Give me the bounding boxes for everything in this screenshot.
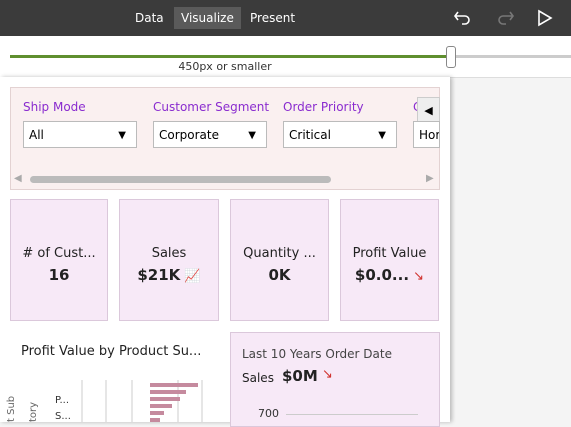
toolbar [0, 0, 571, 36]
tab[interactable]: Data [135, 11, 164, 25]
scroll-left[interactable]: ◀ [14, 173, 22, 184]
slider-label: 450px or smaller [178, 60, 272, 73]
kpi-tile: # of Cust... 16 [10, 199, 108, 321]
filter-dropdown[interactable]: Critical ▼ [283, 121, 397, 148]
trend-tile [230, 332, 440, 427]
kpi-title: # of Cust... [22, 246, 96, 261]
kpi-value: 16 [11, 266, 107, 284]
trend-measure: Sales [242, 371, 274, 385]
kpi-trend-icon: ↘ [409, 269, 425, 284]
kpi-value: $0.0... ↘ [341, 266, 438, 284]
tab[interactable]: Visualize [174, 7, 241, 29]
scroll-thumb[interactable] [30, 176, 331, 183]
present-play[interactable] [538, 9, 553, 27]
filter-dropdown[interactable]: Corporate ▼ [153, 121, 267, 148]
category-label: P... [55, 395, 70, 406]
scroll-right[interactable]: ▶ [426, 173, 434, 184]
trend-down-icon: ↘ [322, 367, 333, 382]
filter-label: Ship Mode [23, 100, 86, 114]
redo [498, 11, 514, 25]
filter-label: Order Priority [283, 100, 364, 114]
kpi-value-text: 16 [48, 266, 70, 284]
slider-handle[interactable] [446, 46, 456, 68]
dropdown-arrow: ▼ [118, 130, 126, 141]
chart-title: Profit Value by Product Su... [21, 344, 202, 359]
dropdown-arrow: ▼ [378, 130, 386, 141]
trend-grid [286, 414, 418, 415]
bar-chart-fragment [81, 380, 203, 422]
filter-label: Customer Segment [153, 100, 270, 114]
kpi-trend-icon: 📈 [180, 269, 201, 284]
slider-track [450, 55, 571, 58]
kpi-tile: Profit Value $0.0... ↘ [340, 199, 439, 321]
kpi-value-text: $21K [137, 266, 181, 284]
toolbar-icons [454, 9, 553, 27]
slider-fill [10, 55, 450, 58]
kpi-value: $21K 📈 [120, 266, 218, 284]
axis-title: tory [28, 401, 39, 422]
trend-value: $0M [282, 367, 318, 385]
trend-title: Last 10 Years Order Date [242, 347, 392, 361]
filter-label: C [413, 100, 417, 114]
kpi-tile: Sales $21K 📈 [119, 199, 219, 321]
undo[interactable] [454, 11, 470, 25]
kpi-value-text: 0K [268, 266, 291, 284]
filter-dropdown[interactable]: Hor [413, 121, 440, 148]
kpi-title: Quantity ... [243, 246, 316, 261]
kpi-title: Sales [151, 246, 187, 261]
trend-tick: 700 [258, 407, 279, 420]
kpi-tile: Quantity ... 0K [230, 199, 329, 321]
tab[interactable]: Present [250, 11, 296, 25]
dropdown-arrow: ▼ [248, 130, 256, 141]
kpi-title: Profit Value [352, 246, 427, 261]
category-label: S... [55, 411, 71, 422]
axis-title: t Sub [6, 395, 17, 422]
kpi-value-text: $0.0... [354, 266, 410, 284]
filter-dropdown[interactable]: All ▼ [23, 121, 137, 148]
kpi-value: 0K [231, 266, 328, 284]
